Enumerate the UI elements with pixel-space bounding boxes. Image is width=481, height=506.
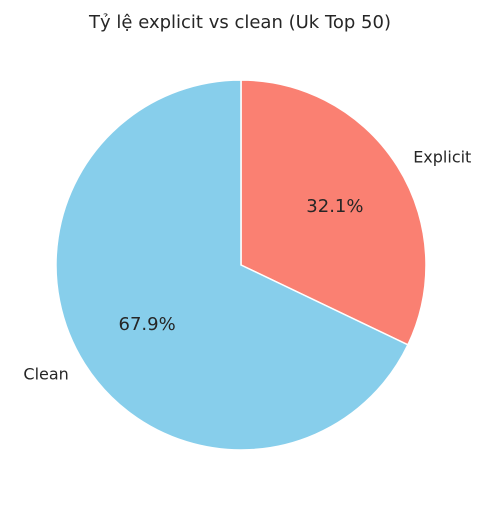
chart-title: Tỷ lệ explicit vs clean (Uk Top 50) [88, 12, 391, 33]
pie-slice-explicit [240, 79, 427, 346]
pct-label-explicit: 32.1% [306, 196, 363, 217]
category-label-explicit: Explicit [413, 148, 471, 167]
pie-slices [55, 79, 427, 451]
category-label-clean: Clean [23, 365, 68, 384]
pie-labels: 32.1% Explicit 67.9% Clean [23, 148, 471, 384]
pie-slice-clean [55, 79, 409, 451]
pct-label-clean: 67.9% [119, 314, 176, 335]
